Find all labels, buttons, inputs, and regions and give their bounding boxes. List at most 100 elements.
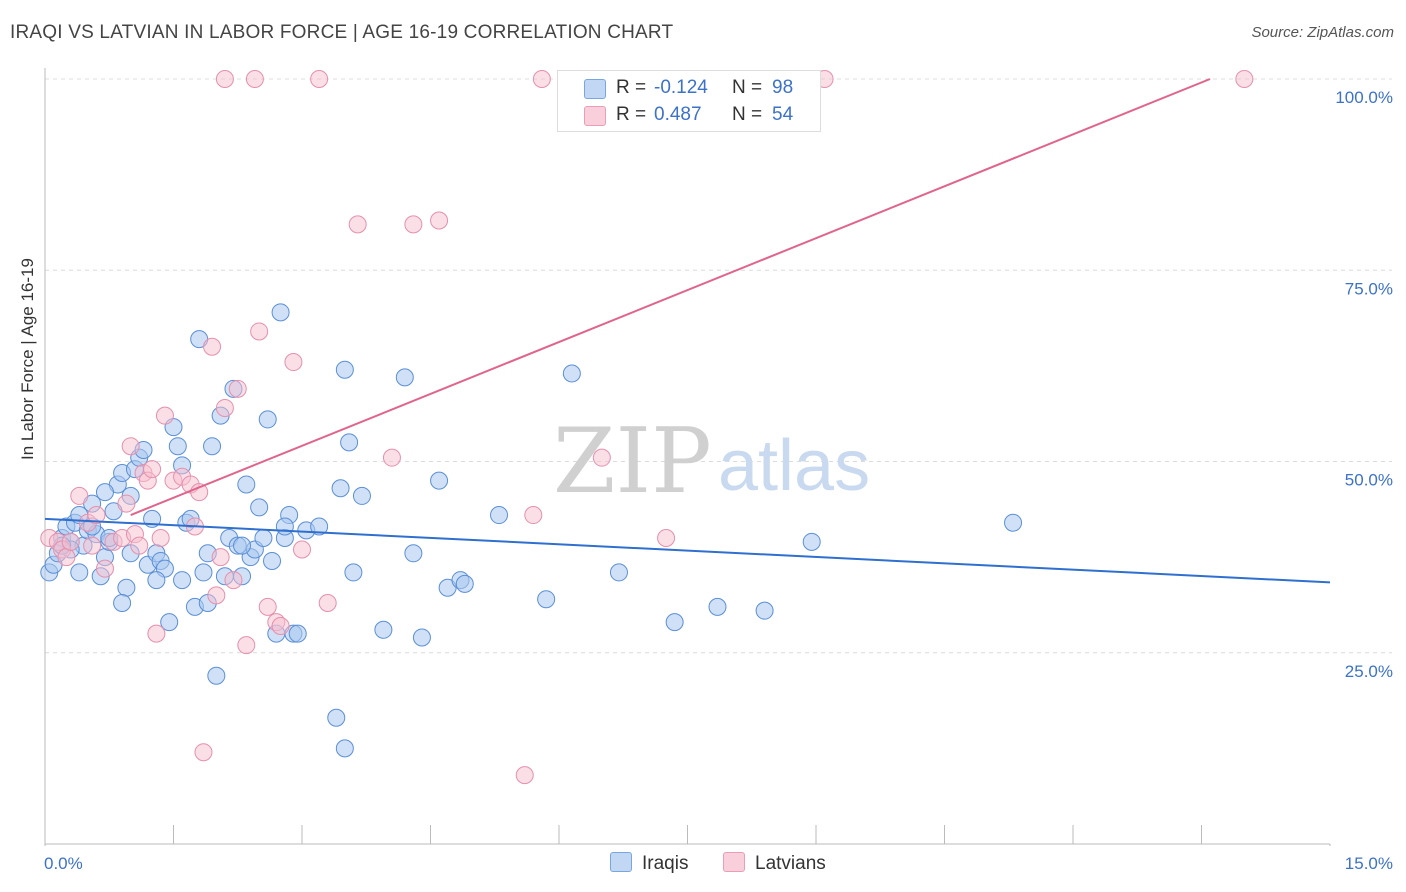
legend-n-label: N = bbox=[732, 104, 763, 125]
iraqi-point bbox=[395, 368, 414, 387]
iraqi-point bbox=[207, 666, 226, 685]
iraqi-point bbox=[147, 571, 166, 590]
latvian-point bbox=[87, 506, 106, 525]
iraqi-point bbox=[609, 563, 628, 582]
correlation-legend: R = -0.124 N = 98 R = 0.487 N = 54 bbox=[557, 70, 821, 132]
latvian-point bbox=[228, 379, 247, 398]
iraqi-point bbox=[344, 563, 363, 582]
latvian-point bbox=[524, 506, 543, 525]
latvian-point bbox=[215, 70, 234, 88]
iraqi-point bbox=[160, 613, 179, 632]
iraqi-point bbox=[335, 739, 354, 758]
latvian-point bbox=[70, 486, 89, 505]
iraqi-point bbox=[250, 498, 269, 517]
iraqi-point bbox=[335, 360, 354, 379]
y-tick-labels: 25.0% 50.0% 75.0% 100.0% bbox=[1335, 88, 1393, 681]
latvian-point bbox=[1235, 70, 1254, 88]
latvian-point bbox=[117, 494, 136, 513]
watermark-atlas: atlas bbox=[718, 426, 870, 506]
latvian-point bbox=[318, 594, 337, 613]
legend-n-value: 98 bbox=[772, 77, 794, 98]
latvian-point bbox=[657, 529, 676, 547]
iraqi-point bbox=[70, 563, 89, 582]
series-legend-latvians[interactable]: Latvians bbox=[723, 852, 826, 875]
legend-n-label: N = bbox=[732, 77, 763, 98]
latvian-point bbox=[207, 586, 226, 605]
latvians-label: Latvians bbox=[755, 853, 826, 874]
legend-swatch-iraqis bbox=[584, 79, 606, 99]
latvian-point bbox=[130, 536, 149, 555]
iraqi-point bbox=[537, 590, 556, 609]
latvian-point bbox=[271, 616, 290, 635]
iraqi-point bbox=[665, 613, 684, 632]
latvian-point bbox=[211, 548, 230, 567]
x-tick-label: 15.0% bbox=[1345, 854, 1393, 873]
iraqi-point bbox=[275, 517, 294, 536]
latvian-point bbox=[155, 406, 174, 425]
iraqi-point bbox=[352, 486, 371, 505]
iraqi-point bbox=[755, 601, 774, 620]
series-legend-iraqis[interactable]: Iraqis bbox=[610, 852, 688, 875]
latvian-point bbox=[430, 211, 449, 230]
chart-title: IRAQI VS LATVIAN IN LABOR FORCE | AGE 16… bbox=[10, 22, 674, 43]
latvian-point bbox=[95, 559, 114, 578]
latvian-point bbox=[194, 743, 213, 762]
iraqi-point bbox=[117, 578, 136, 597]
legend-row-latvians: R = 0.487 N = 54 bbox=[558, 102, 820, 130]
iraqi-point bbox=[331, 479, 350, 498]
iraqi-point bbox=[430, 471, 449, 490]
y-tick-label: 75.0% bbox=[1345, 279, 1393, 298]
latvian-point bbox=[57, 548, 76, 567]
latvian-point bbox=[293, 540, 311, 559]
latvian-point bbox=[404, 215, 423, 234]
latvian-point bbox=[284, 353, 303, 372]
legend-swatch-latvians bbox=[584, 106, 606, 126]
trend-lines bbox=[44, 78, 1331, 584]
legend-r-value: 0.487 bbox=[654, 104, 702, 125]
iraqi-point bbox=[258, 410, 277, 429]
iraqi-point bbox=[708, 597, 727, 616]
latvian-point bbox=[203, 337, 222, 356]
watermark-zip: ZIP bbox=[553, 409, 712, 514]
iraqi-point bbox=[288, 624, 307, 643]
iraqi-point bbox=[168, 437, 187, 456]
latvian-point bbox=[215, 398, 234, 417]
iraqi-point bbox=[173, 571, 192, 590]
latvian-point bbox=[245, 70, 264, 88]
iraqi-point bbox=[263, 551, 282, 570]
iraqi-point bbox=[327, 708, 346, 727]
iraqi-point bbox=[237, 475, 256, 494]
legend-n-value: 54 bbox=[772, 104, 794, 125]
latvian-point bbox=[348, 215, 367, 234]
iraqi-point bbox=[113, 594, 132, 613]
iraqi-point bbox=[455, 574, 474, 593]
legend-r-value: -0.124 bbox=[654, 77, 708, 98]
latvian-point bbox=[121, 437, 140, 456]
iraqi-point bbox=[1004, 513, 1023, 532]
x-tick-labels: 0.0% 15.0% bbox=[44, 854, 1393, 873]
latvian-point bbox=[190, 483, 209, 502]
iraqi-point bbox=[194, 563, 213, 582]
legend-row-iraqis: R = -0.124 N = 98 bbox=[558, 75, 820, 103]
iraqi-point bbox=[95, 483, 114, 502]
latvian-point bbox=[310, 70, 329, 88]
iraqi-point bbox=[254, 529, 273, 547]
latvian-point bbox=[515, 766, 534, 785]
iraqis-swatch bbox=[610, 852, 632, 872]
latvian-point bbox=[151, 529, 170, 547]
y-tick-label: 50.0% bbox=[1345, 471, 1393, 490]
watermark: ZIP atlas bbox=[553, 409, 870, 514]
latvian-point bbox=[237, 636, 256, 655]
iraqis-label: Iraqis bbox=[642, 853, 689, 874]
axes bbox=[44, 68, 1331, 846]
iraqi-point bbox=[490, 506, 509, 525]
iraqi-point bbox=[233, 536, 252, 555]
iraqi-point bbox=[562, 364, 581, 383]
latvian-point bbox=[382, 448, 401, 467]
y-tick-label: 25.0% bbox=[1345, 662, 1393, 681]
latvian-points bbox=[40, 70, 1254, 785]
latvian-point bbox=[532, 70, 551, 88]
iraqi-point bbox=[802, 532, 821, 551]
iraqi-trend-line bbox=[44, 517, 1331, 584]
